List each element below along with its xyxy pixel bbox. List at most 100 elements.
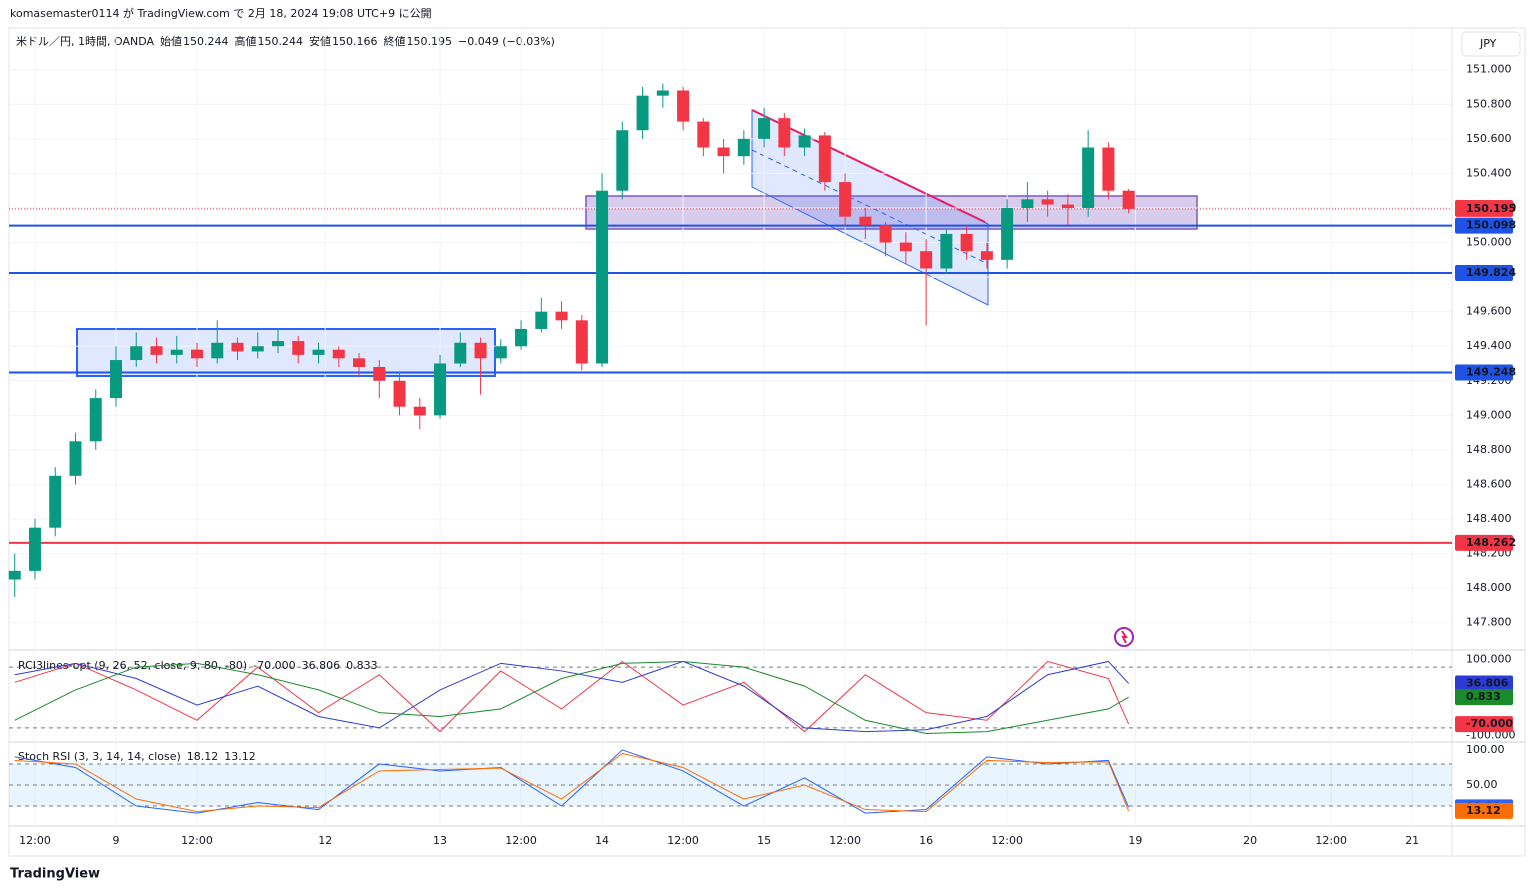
candle-body	[697, 121, 710, 148]
indicator-line	[14, 660, 1129, 735]
candle-body	[758, 118, 771, 139]
indicator-line	[14, 752, 1130, 813]
candle-body	[575, 320, 588, 364]
legend-low: 150.166	[332, 35, 378, 48]
candle-body	[109, 360, 122, 399]
candle-body	[656, 90, 669, 96]
indicator-value: 36.806	[302, 659, 341, 672]
y-tick-label: 150.600	[1466, 132, 1512, 145]
y-tick-label: 100.00	[1466, 743, 1505, 756]
candle-body	[859, 216, 872, 226]
candle-body	[89, 398, 102, 442]
y-tick-label: 149.400	[1466, 339, 1512, 352]
candle-body	[69, 441, 82, 476]
level-badge	[1455, 264, 1513, 281]
candle-body	[1021, 199, 1034, 208]
legend-high-label: 高値	[235, 34, 257, 48]
y-tick-label: 150.800	[1466, 97, 1512, 110]
legend-open: 150.244	[183, 35, 229, 48]
level-label: 149.824	[1466, 266, 1516, 279]
candle-body	[272, 341, 285, 347]
frame	[8, 27, 1526, 857]
x-tick-label: 12:00	[991, 834, 1023, 847]
level-badge	[1455, 217, 1513, 234]
y-tick-label: 148.800	[1466, 443, 1512, 456]
candle-body	[535, 311, 548, 329]
candle-body	[960, 233, 973, 252]
candle-body	[49, 475, 62, 528]
candle-body	[515, 328, 528, 347]
indicator-badge	[1455, 716, 1513, 733]
price-badge	[1455, 200, 1513, 217]
x-tick-label: 19	[1128, 834, 1142, 847]
level-label: 149.248	[1466, 365, 1516, 378]
candle-body	[8, 570, 21, 580]
candle-body	[434, 363, 447, 416]
candle-body	[170, 349, 183, 355]
candle-body	[474, 342, 487, 359]
x-tick-label: 20	[1243, 834, 1257, 847]
y-tick-label: 151.000	[1466, 63, 1512, 76]
y-tick-label: 147.800	[1466, 616, 1512, 629]
candle-body	[798, 135, 811, 148]
y-tick-label: 148.000	[1466, 581, 1512, 594]
candle-body	[596, 190, 609, 364]
candle-body	[778, 118, 791, 148]
trendline	[751, 109, 986, 223]
y-tick-label: 150.400	[1466, 166, 1512, 179]
candle-body	[353, 358, 366, 367]
candle-body	[839, 182, 852, 217]
candle-body	[454, 342, 467, 364]
candle-body	[1041, 199, 1054, 205]
indicator-badge-label: -70.000	[1466, 717, 1513, 730]
x-tick-label: 16	[919, 834, 933, 847]
candle-body	[1122, 190, 1135, 209]
candle-body	[231, 342, 244, 352]
legend-close-label: 終値	[384, 34, 406, 48]
candle-body	[413, 406, 426, 416]
indicator-badge	[1455, 802, 1513, 819]
x-tick-label: 13	[433, 834, 447, 847]
candle-body	[312, 349, 325, 355]
currency-button[interactable]	[1461, 31, 1521, 57]
candle-body	[1061, 204, 1074, 208]
candle-body	[616, 130, 629, 191]
y-tick-label: 149.600	[1466, 305, 1512, 318]
range-box	[76, 328, 496, 377]
candle-body	[717, 147, 730, 157]
event-icon[interactable]	[1114, 627, 1134, 647]
x-tick-label: 12:00	[667, 834, 699, 847]
candle-body	[940, 233, 953, 269]
candle-body	[130, 346, 143, 361]
x-tick-label: 21	[1405, 834, 1419, 847]
candle-body	[818, 135, 831, 183]
candle-body	[251, 346, 264, 352]
x-tick-label: 12:00	[829, 834, 861, 847]
level-label: 150.098	[1466, 219, 1516, 232]
x-tick-label: 14	[595, 834, 609, 847]
y-tick-label: 148.400	[1466, 512, 1512, 525]
currency[interactable]: JPY	[1479, 37, 1497, 50]
y-tick-label: 148.600	[1466, 477, 1512, 490]
legend-symbol: 米ドル／円, 1時間, OANDA	[16, 35, 154, 48]
indicator-badge-label: 13.12	[1466, 804, 1501, 817]
candle-body	[1001, 207, 1014, 260]
legend-low-label: 安値	[309, 34, 331, 48]
indicator-badge-label: 36.806	[1466, 677, 1509, 690]
candle-body	[494, 346, 507, 359]
y-tick-label: 100.000	[1466, 653, 1512, 666]
x-tick-label: 12:00	[181, 834, 213, 847]
published: komasemaster0114 が TradingView.com で 2月 …	[10, 6, 432, 20]
candle-body	[879, 225, 892, 243]
indicator-title: RCI3lines-opt (9, 26, 52, close, 9, 80, …	[18, 659, 247, 672]
indicator-value: 18.12	[187, 750, 219, 763]
indicator-badge	[1455, 675, 1513, 692]
candle-body	[1102, 147, 1115, 191]
level-badge	[1455, 364, 1513, 381]
indicator-title: Stoch RSI (3, 3, 14, 14, close)	[18, 750, 181, 763]
candle-body	[191, 349, 204, 359]
candle-body	[980, 251, 993, 260]
x-tick-label: 12	[318, 834, 332, 847]
price-label: 150.195	[1466, 202, 1516, 215]
